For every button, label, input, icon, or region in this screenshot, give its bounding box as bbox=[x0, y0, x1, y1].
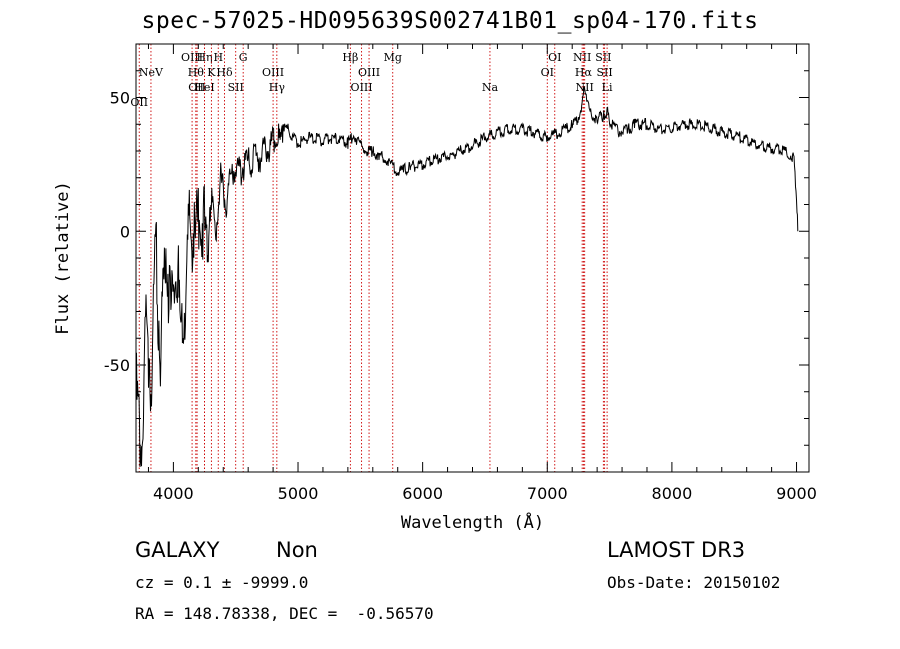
x-tick-label: 9000 bbox=[776, 484, 817, 503]
line-marker-label: HeI bbox=[194, 81, 214, 94]
line-marker-label: OIII bbox=[358, 66, 380, 79]
line-marker-label: OII bbox=[130, 96, 148, 109]
x-tick-label: 8000 bbox=[652, 484, 693, 503]
line-marker-label: OIII bbox=[181, 51, 203, 64]
y-tick-label: 50 bbox=[110, 89, 130, 108]
x-tick-label: 6000 bbox=[402, 484, 443, 503]
object-subclass: Non bbox=[276, 538, 318, 562]
line-marker-label: OI bbox=[541, 66, 554, 79]
object-class: GALAXY bbox=[135, 538, 220, 562]
line-marker-label: OI bbox=[548, 51, 561, 64]
line-marker-label: Hθ bbox=[188, 66, 205, 79]
plot-frame bbox=[135, 43, 810, 473]
x-tick-label: 5000 bbox=[278, 484, 319, 503]
line-marker-label: Hδ bbox=[216, 66, 233, 79]
redshift-text: cz = 0.1 ± -9999.0 bbox=[135, 573, 309, 592]
y-tick-label: 0 bbox=[120, 222, 130, 241]
line-marker-label: Li bbox=[602, 81, 613, 94]
obs-date: Obs-Date: 20150102 bbox=[607, 573, 781, 592]
line-marker-label: Hβ bbox=[342, 51, 358, 64]
chart-title: spec-57025-HD095639S002741B01_sp04-170.f… bbox=[141, 8, 759, 34]
line-marker-label: H bbox=[213, 51, 223, 64]
x-tick-label: 7000 bbox=[527, 484, 568, 503]
ra-dec-text: RA = 148.78338, DEC = -0.56570 bbox=[135, 604, 434, 623]
line-marker-label: Mg bbox=[384, 51, 402, 64]
line-marker-label: NeV bbox=[139, 66, 164, 79]
line-marker-label: Hη bbox=[196, 51, 212, 64]
line-marker-label: NII bbox=[573, 51, 591, 64]
line-marker-label: OII bbox=[188, 81, 206, 94]
line-marker-label: Hγ bbox=[269, 81, 286, 94]
line-marker-label: G bbox=[239, 51, 248, 64]
y-axis-label: Flux (relative) bbox=[53, 181, 73, 335]
line-marker-label: SII bbox=[228, 81, 244, 94]
line-marker-label: SII bbox=[596, 66, 612, 79]
line-marker-label: Hα bbox=[575, 66, 593, 79]
y-tick-label: -50 bbox=[104, 356, 130, 375]
line-marker-label: OIII bbox=[351, 81, 373, 94]
x-axis-label: Wavelength (Å) bbox=[401, 511, 544, 533]
spectrum-line bbox=[135, 86, 799, 467]
survey-name: LAMOST DR3 bbox=[607, 538, 746, 562]
x-tick-label: 4000 bbox=[153, 484, 194, 503]
line-marker-label: K bbox=[207, 66, 216, 79]
line-marker-label: OIII bbox=[262, 66, 284, 79]
line-marker-label: SII bbox=[595, 51, 611, 64]
line-marker-label: Na bbox=[482, 81, 499, 94]
